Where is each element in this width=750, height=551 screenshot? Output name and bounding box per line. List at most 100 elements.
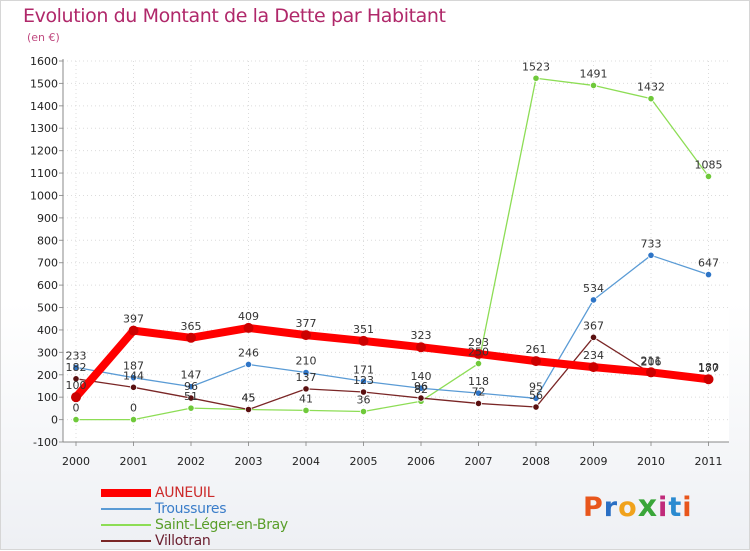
data-point-villotran <box>589 333 598 341</box>
data-label-troussures: 95 <box>529 380 543 393</box>
data-label-saint-leger-en-bray: 45 <box>242 392 256 405</box>
y-tick-label: 1500 <box>30 77 58 90</box>
logo-letter: x <box>637 489 659 524</box>
data-label-villotran: 56 <box>529 389 543 402</box>
series-line-saint-leger-en-bray <box>75 77 710 421</box>
data-label-saint-leger-en-bray: 51 <box>184 390 198 403</box>
data-point-troussures <box>532 394 540 402</box>
x-tick-label: 2008 <box>522 455 550 468</box>
data-label-auneuil: 261 <box>526 343 547 356</box>
data-point-troussures <box>704 270 713 279</box>
data-point-saint-leger-en-bray <box>704 172 713 181</box>
data-point-villotran <box>244 405 253 414</box>
data-point-villotran <box>187 394 195 402</box>
data-point-saint-leger-en-bray <box>187 404 195 412</box>
chart-legend: AUNEUIL Troussures Saint-Léger-en-Bray V… <box>101 485 361 549</box>
logo-letter: i <box>658 492 669 523</box>
data-point-troussures <box>647 251 655 259</box>
legend-item-villotran: Villotran <box>101 533 361 549</box>
data-label-auneuil: 234 <box>583 349 604 362</box>
data-point-saint-leger-en-bray <box>474 359 483 368</box>
data-label-auneuil: 377 <box>296 317 317 330</box>
x-tick-label: 2011 <box>695 455 723 468</box>
data-label-troussures: 647 <box>698 257 719 270</box>
data-point-troussures <box>417 384 425 392</box>
data-point-troussures <box>72 363 80 371</box>
data-label-troussures: 140 <box>411 370 432 383</box>
data-label-saint-leger-en-bray: 36 <box>357 394 371 407</box>
data-point-auneuil <box>416 342 426 353</box>
data-label-troussures: 733 <box>641 237 662 250</box>
data-point-saint-leger-en-bray <box>72 415 80 424</box>
data-label-auneuil: 211 <box>641 354 662 367</box>
data-label-saint-leger-en-bray: 82 <box>414 383 428 396</box>
y-tick-label: 0 <box>51 414 58 427</box>
data-point-auneuil <box>473 348 484 359</box>
legend-label-villotran: Villotran <box>155 533 211 549</box>
data-point-villotran <box>474 399 483 408</box>
x-tick-label: 2005 <box>350 455 378 468</box>
logo-letter: o <box>618 492 638 523</box>
data-label-villotran: 137 <box>296 371 317 384</box>
legend-swatch-auneuil <box>101 489 151 497</box>
data-point-auneuil <box>531 356 541 367</box>
legend-item-auneuil: AUNEUIL <box>101 485 361 501</box>
data-point-villotran <box>72 375 80 383</box>
data-label-villotran: 123 <box>353 374 374 387</box>
data-point-saint-leger-en-bray <box>302 406 310 414</box>
data-label-saint-leger-en-bray: 0 <box>73 402 80 415</box>
data-label-saint-leger-en-bray: 41 <box>299 392 313 405</box>
data-point-saint-leger-en-bray <box>589 81 598 90</box>
data-label-villotran: 367 <box>583 319 604 332</box>
data-point-auneuil <box>358 335 369 346</box>
data-point-troussures <box>359 377 368 385</box>
logo-letter: t <box>668 492 683 523</box>
y-tick-label: 1000 <box>30 189 58 202</box>
data-point-saint-leger-en-bray <box>532 74 540 82</box>
x-tick-label: 2003 <box>235 455 263 468</box>
y-tick-label: 100 <box>37 391 58 404</box>
data-label-villotran: 144 <box>123 369 144 382</box>
data-point-auneuil <box>71 392 81 403</box>
y-tick-label: 500 <box>37 302 58 315</box>
data-label-auneuil: 180 <box>698 361 719 374</box>
x-tick-label: 2009 <box>580 455 608 468</box>
data-label-villotran: 96 <box>184 380 198 393</box>
data-label-auneuil: 351 <box>353 323 374 336</box>
data-label-saint-leger-en-bray: 1432 <box>637 81 665 94</box>
y-tick-label: 1300 <box>30 122 58 135</box>
y-tick-label: -100 <box>33 436 58 449</box>
data-point-troussures <box>474 389 483 397</box>
legend-label-auneuil: AUNEUIL <box>155 485 215 501</box>
legend-item-troussures: Troussures <box>101 501 361 517</box>
y-tick-label: 200 <box>37 369 58 382</box>
x-tick-label: 2002 <box>177 455 205 468</box>
data-point-villotran <box>302 385 310 393</box>
plot-area <box>63 61 729 442</box>
data-label-troussures: 118 <box>468 375 489 388</box>
data-label-troussures: 147 <box>181 369 202 382</box>
data-label-saint-leger-en-bray: 1491 <box>580 67 608 80</box>
data-point-troussures <box>129 374 138 382</box>
proxiti-logo: Proxiti <box>583 489 693 524</box>
x-tick-label: 2007 <box>465 455 493 468</box>
data-point-saint-leger-en-bray <box>647 95 655 103</box>
logo-letter: i <box>682 492 693 523</box>
data-label-auneuil: 409 <box>238 310 259 323</box>
data-label-troussures: 210 <box>296 355 317 368</box>
data-label-villotran: 206 <box>641 355 662 368</box>
x-tick-label: 2010 <box>637 455 665 468</box>
data-label-auneuil: 397 <box>123 313 144 326</box>
data-point-auneuil <box>703 374 714 385</box>
data-point-villotran <box>359 388 368 396</box>
data-point-auneuil <box>646 367 656 378</box>
legend-label-saint-leger-en-bray: Saint-Léger-en-Bray <box>155 517 288 533</box>
data-label-saint-leger-en-bray: 1523 <box>522 60 550 73</box>
data-point-auneuil <box>243 322 254 333</box>
data-label-auneuil: 100 <box>66 379 87 392</box>
data-point-auneuil <box>301 330 311 341</box>
chart-unit: (en €) <box>27 31 60 44</box>
data-label-auneuil: 365 <box>181 320 202 333</box>
y-tick-label: 1400 <box>30 100 58 113</box>
chart-title: Evolution du Montant de la Dette par Hab… <box>23 5 446 27</box>
